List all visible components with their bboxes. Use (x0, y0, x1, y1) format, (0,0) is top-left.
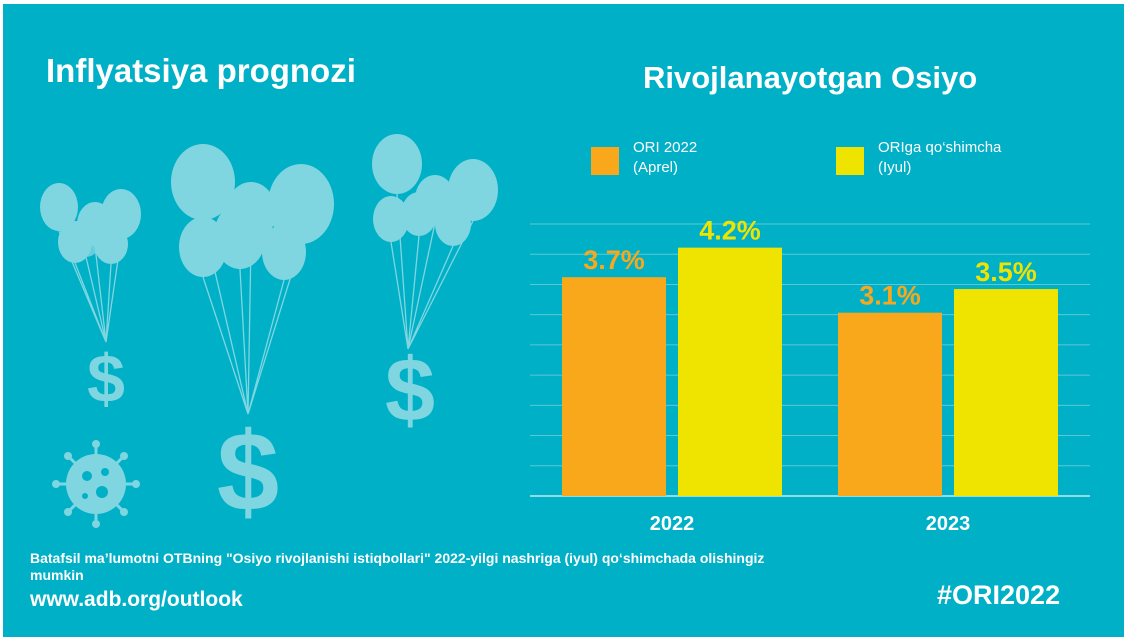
balloon-dollar-illustration: $ $ $ (40, 134, 498, 534)
legend-swatch-aprel (591, 147, 619, 175)
footer-hashtag: #ORI2022 (937, 580, 1061, 610)
legend-label-iyul-line2: (Iyul) (878, 159, 912, 176)
footer-url[interactable]: www.adb.org/outlook (30, 588, 243, 611)
virus-icon (52, 440, 140, 528)
dollar-icon-right: $ (385, 341, 435, 441)
balloon-cluster-center (171, 144, 334, 280)
bar-2023-series-1 (838, 312, 942, 496)
balloon-cluster-small-left (40, 183, 141, 264)
balloon-cluster-right (372, 134, 498, 246)
data-label-2022-series-1: 3.7% (583, 245, 645, 275)
x-tick-label-2023: 2023 (926, 513, 971, 535)
footer-note: Batafsil ma’lumotni OTBning "Osiyo rivoj… (30, 550, 765, 583)
chart-title: Rivojlanayotgan Osiyo (643, 60, 978, 95)
legend-item-aprel: ORI 2022 (Aprel) (591, 138, 697, 178)
legend-item-iyul: ORIga qo‘shimcha (Iyul) (836, 138, 1001, 178)
bar-chart: 3.7% 4.2% 2022 3.1% 3.5% 2023 (530, 216, 1090, 535)
legend-label-iyul-line1: ORIga qo‘shimcha (878, 139, 1002, 156)
dollar-icon-small: $ (87, 341, 125, 417)
legend-label-aprel-line2: (Aprel) (633, 159, 679, 176)
data-label-2023-series-2: 3.5% (975, 257, 1037, 287)
data-label-2022-series-2: 4.2% (699, 216, 761, 246)
x-tick-label-2022: 2022 (650, 513, 695, 535)
legend-label-aprel-line1: ORI 2022 (633, 139, 698, 156)
left-title: Inflyatsiya prognozi (46, 52, 356, 89)
legend-swatch-iyul (836, 147, 864, 175)
bar-2023-series-2 (954, 289, 1058, 496)
dollar-icon-large: $ (217, 409, 279, 534)
bar-2022-series-1 (562, 277, 666, 496)
bar-2022-series-2 (678, 247, 782, 496)
data-label-2023-series-1: 3.1% (859, 281, 921, 311)
